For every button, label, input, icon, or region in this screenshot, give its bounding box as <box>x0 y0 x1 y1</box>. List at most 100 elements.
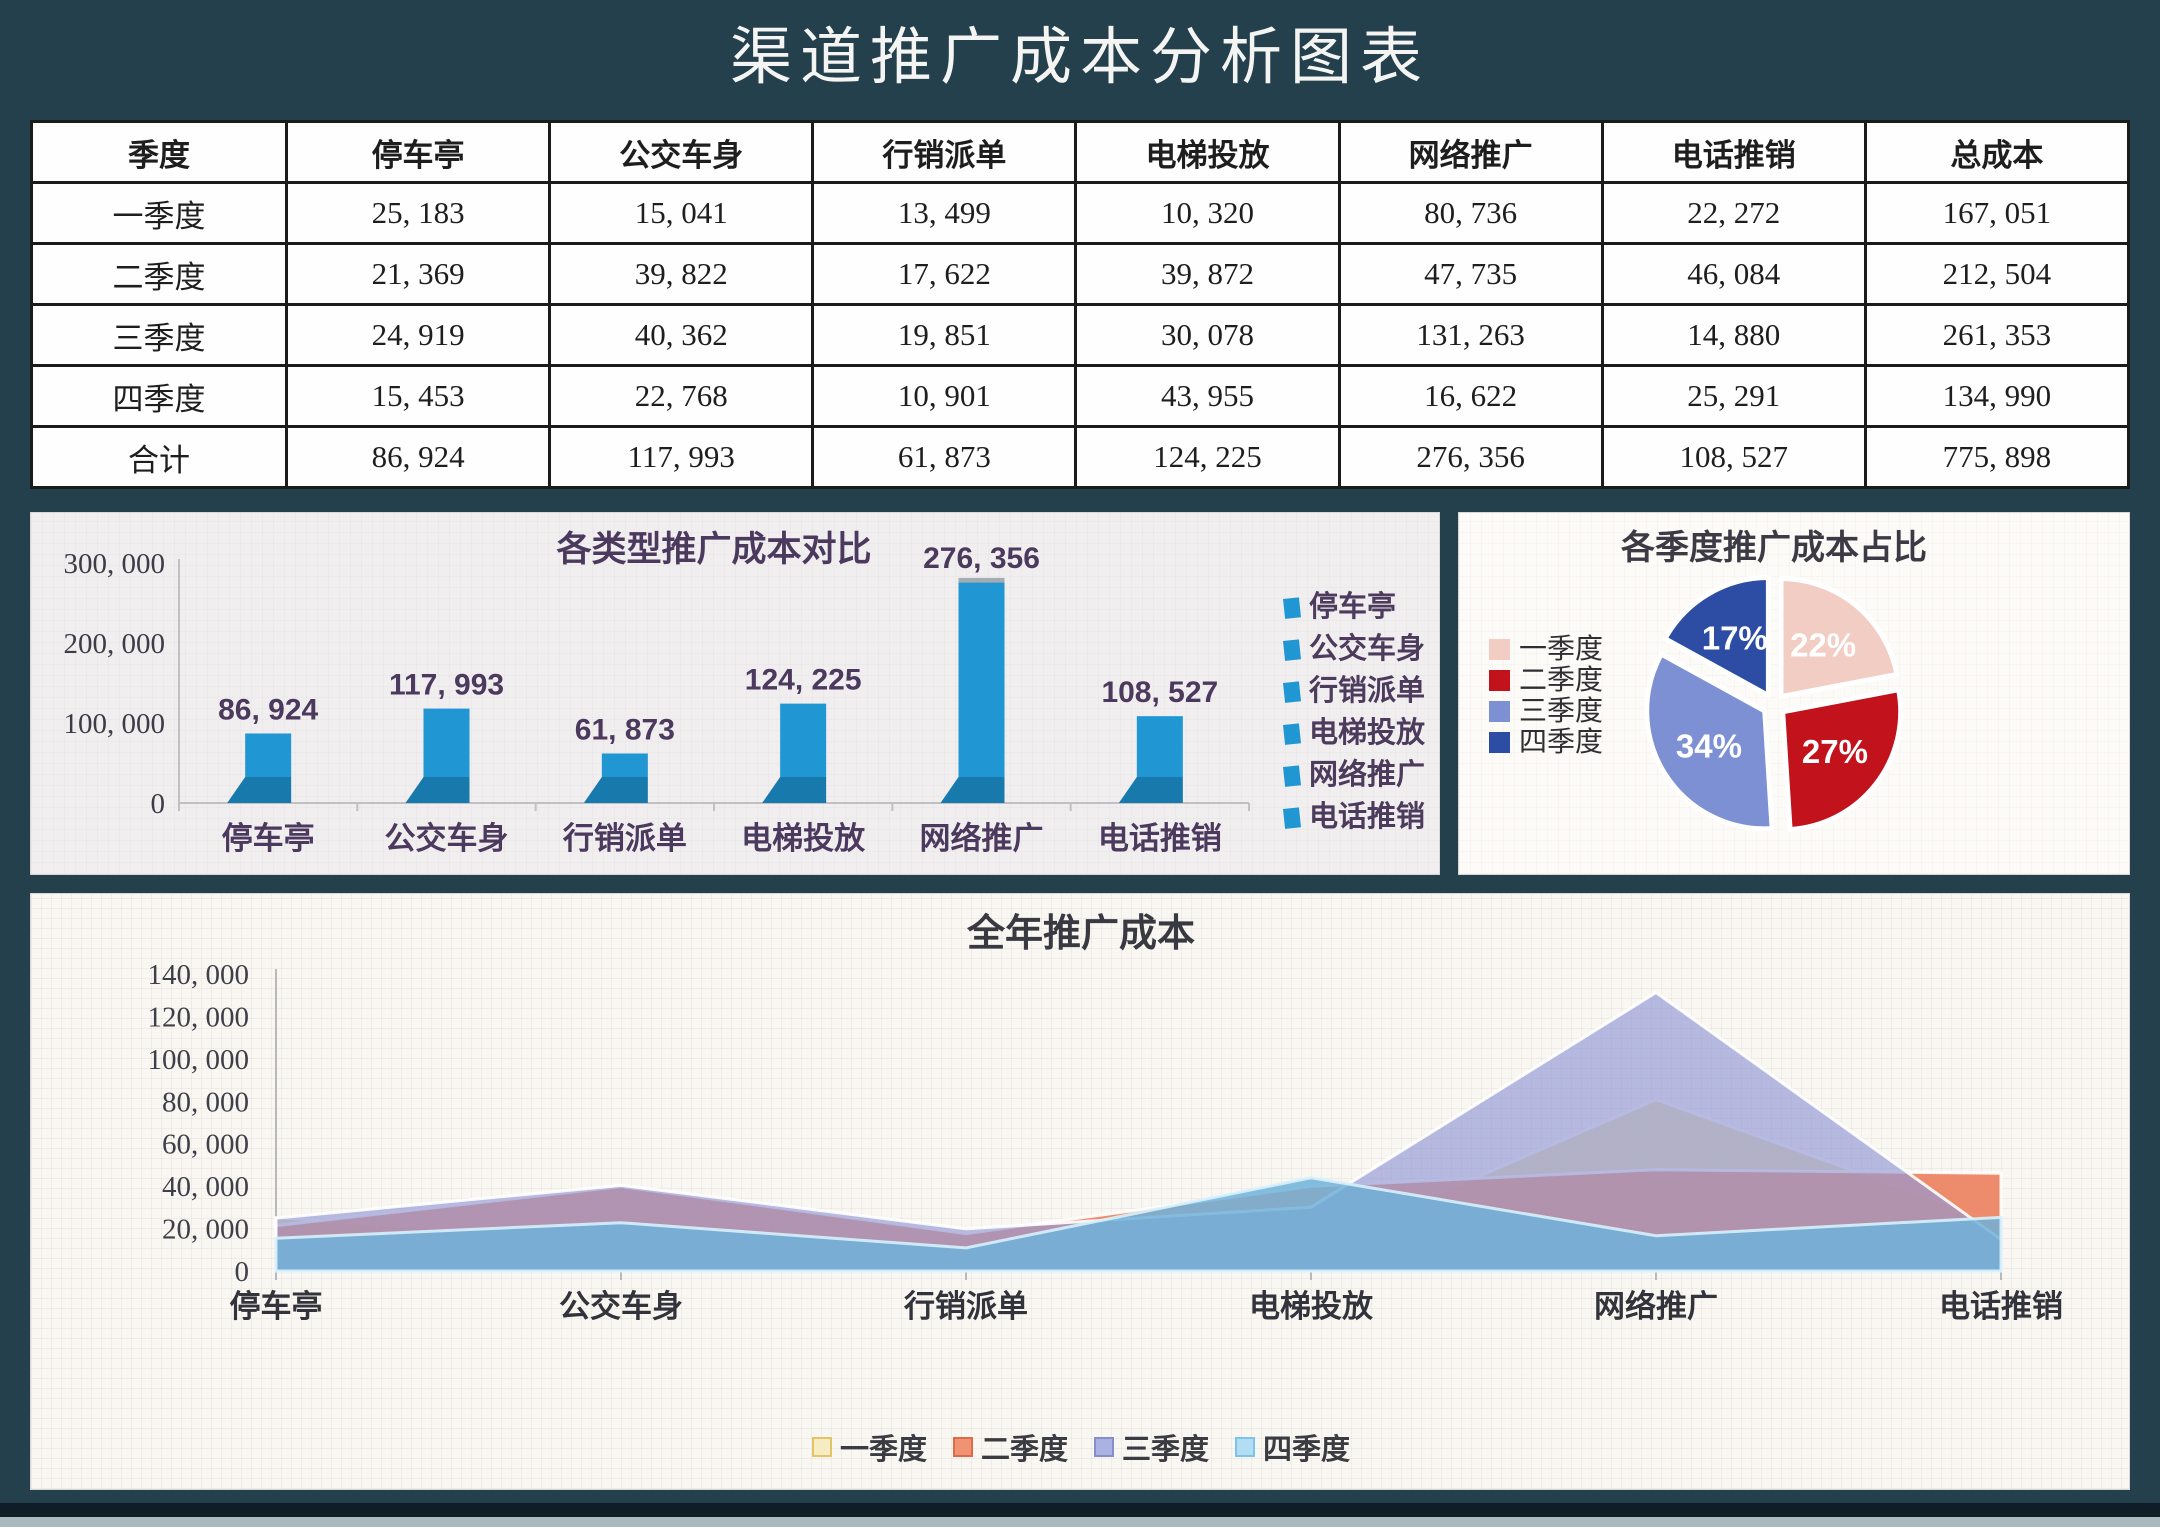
legend-label: 二季度 <box>1519 664 1603 696</box>
bar-value-label: 124, 225 <box>745 664 862 697</box>
y-axis-tick-label: 100, 000 <box>148 1044 250 1076</box>
table-cell: 39, 822 <box>548 242 815 306</box>
pie-chart-title: 各季度推广成本占比 <box>1621 528 1927 567</box>
pie-slice <box>1662 575 1771 699</box>
y-axis-tick-label: 80, 000 <box>162 1086 249 1118</box>
table-cell: 39, 872 <box>1074 242 1341 306</box>
legend-swatch <box>1283 597 1302 619</box>
bar-column <box>780 703 827 777</box>
table-header-cell: 网络推广 <box>1337 120 1604 184</box>
pie-percent-label: 34% <box>1676 727 1742 764</box>
x-axis-label: 电话推销 <box>1098 821 1222 856</box>
table-cell: 二季度 <box>30 242 288 306</box>
table-header-cell: 电话推销 <box>1600 120 1867 184</box>
bottom-strip <box>0 1517 2160 1527</box>
table-cell: 14, 880 <box>1600 303 1867 367</box>
legend-item: 四季度 <box>1235 1426 1350 1468</box>
table-cell: 134, 990 <box>1863 364 2131 428</box>
legend-swatch <box>1489 732 1510 753</box>
area-chart-panel: 全年推广成本 140, 000 120, 000 100, 000 80, 000 60… <box>30 893 2130 1490</box>
table-header-cell: 行销派单 <box>811 120 1078 184</box>
table-header-row: 季度 停车亭 公交车身 行销派单 电梯投放 网络推广 电话推销 总成本 <box>30 120 2131 184</box>
table-header-cell: 公交车身 <box>548 120 815 184</box>
legend-item: 二季度 <box>952 1426 1068 1468</box>
table-cell: 25, 291 <box>1600 364 1867 428</box>
bar-column-base <box>940 777 1005 803</box>
table-cell: 15, 453 <box>284 364 552 428</box>
table-cell: 30, 078 <box>1074 303 1341 367</box>
table-cell: 10, 320 <box>1074 181 1341 245</box>
legend-swatch <box>1489 639 1510 660</box>
pie-percent-label: 27% <box>1802 733 1868 770</box>
y-axis-tick-label: 20, 000 <box>162 1214 249 1246</box>
table-cell: 三季度 <box>30 303 288 367</box>
bar-column <box>958 581 1005 777</box>
bar-chart-title: 各类型推广成本对比 <box>555 529 871 569</box>
bar-value-label: 61, 873 <box>575 714 675 747</box>
table-row: 二季度 21, 369 39, 822 17, 622 39, 872 47, 735 46… <box>30 242 2131 306</box>
x-axis-label: 停车亭 <box>222 821 315 856</box>
legend-swatch <box>1283 765 1302 787</box>
legend-item: 一季度 <box>811 1426 927 1468</box>
table-cell: 19, 851 <box>811 303 1078 367</box>
bar-column <box>1136 716 1183 777</box>
x-axis-label: 公交车身 <box>559 1289 683 1324</box>
table-row: 四季度 15, 453 22, 768 10, 901 43, 955 16, 622 25… <box>30 364 2131 428</box>
table-cell: 43, 955 <box>1074 364 1341 428</box>
table-header-cell: 总成本 <box>1863 120 2131 184</box>
pie-chart-panel: 各季度推广成本占比 22% 27% 34% 17% 一季度 二季度 三季度 四季度 <box>1458 512 2130 875</box>
table-cell: 117, 993 <box>548 425 815 489</box>
x-axis-label: 行销派单 <box>562 821 687 856</box>
legend-label: 停车亭 <box>1309 589 1396 623</box>
table-cell: 13, 499 <box>811 181 1078 245</box>
table-cell: 61, 873 <box>811 425 1078 489</box>
pie-slice <box>1780 687 1904 833</box>
legend-swatch <box>1282 639 1302 661</box>
cost-table-panel: 季度 停车亭 公交车身 行销派单 电梯投放 网络推广 电话推销 总成本 一季度 25, 183 15… <box>30 120 2131 497</box>
pie-percent-label: 22% <box>1790 627 1856 664</box>
table-header-cell: 停车亭 <box>284 120 552 184</box>
y-axis-tick-label: 120, 000 <box>148 1001 250 1033</box>
bar-column <box>601 753 648 777</box>
table-cell: 276, 356 <box>1337 425 1604 489</box>
table-row: 三季度 24, 919 40, 362 19, 851 30, 078 131, 263 1… <box>30 303 2131 367</box>
legend-item: 三季度 <box>1094 1426 1209 1468</box>
bar-column-base <box>405 777 470 803</box>
table-cell: 16, 622 <box>1337 364 1604 428</box>
table-header-cell: 电梯投放 <box>1074 120 1341 184</box>
x-axis-label: 行销派单 <box>903 1289 1028 1324</box>
table-cell: 46, 084 <box>1600 242 1867 306</box>
bar-column-base <box>762 777 827 803</box>
page-title: 渠道推广成本分析图表 <box>729 24 1430 92</box>
legend-swatch <box>811 1437 832 1457</box>
bar-cap <box>958 577 1005 583</box>
x-axis-label: 公交车身 <box>385 821 509 856</box>
pie-slice <box>1778 576 1900 700</box>
legend-label: 网络推广 <box>1309 757 1425 791</box>
table-cell: 124, 225 <box>1074 425 1341 489</box>
x-axis-label: 电梯投放 <box>741 821 866 856</box>
y-axis-tick-label: 100, 000 <box>64 708 166 740</box>
table-cell: 22, 768 <box>548 364 815 428</box>
bar-column-base <box>583 777 648 803</box>
bar-value-label: 86, 924 <box>218 693 318 726</box>
table-header-cell: 季度 <box>30 120 288 184</box>
table-cell: 108, 527 <box>1600 425 1867 489</box>
x-axis-label: 电梯投放 <box>1249 1289 1374 1324</box>
table-cell: 10, 901 <box>811 364 1078 428</box>
table-row: 合计 86, 924 117, 993 61, 873 124, 225 276, 356… <box>30 425 2131 489</box>
legend-swatch <box>1489 701 1510 722</box>
y-axis-tick-label: 60, 000 <box>162 1129 249 1161</box>
table-cell: 一季度 <box>30 181 288 245</box>
table-cell: 21, 369 <box>284 242 552 306</box>
legend-swatch <box>1283 807 1302 829</box>
bar-column-base <box>227 777 292 803</box>
y-axis-tick-label: 40, 000 <box>162 1171 249 1203</box>
x-axis-label: 电话推销 <box>1939 1289 2063 1324</box>
legend-label: 三季度 <box>1122 1434 1210 1466</box>
x-axis-label: 网络推广 <box>920 821 1044 856</box>
table-cell: 261, 353 <box>1863 303 2131 367</box>
legend-swatch <box>952 1437 973 1457</box>
legend-label: 四季度 <box>1519 726 1603 758</box>
